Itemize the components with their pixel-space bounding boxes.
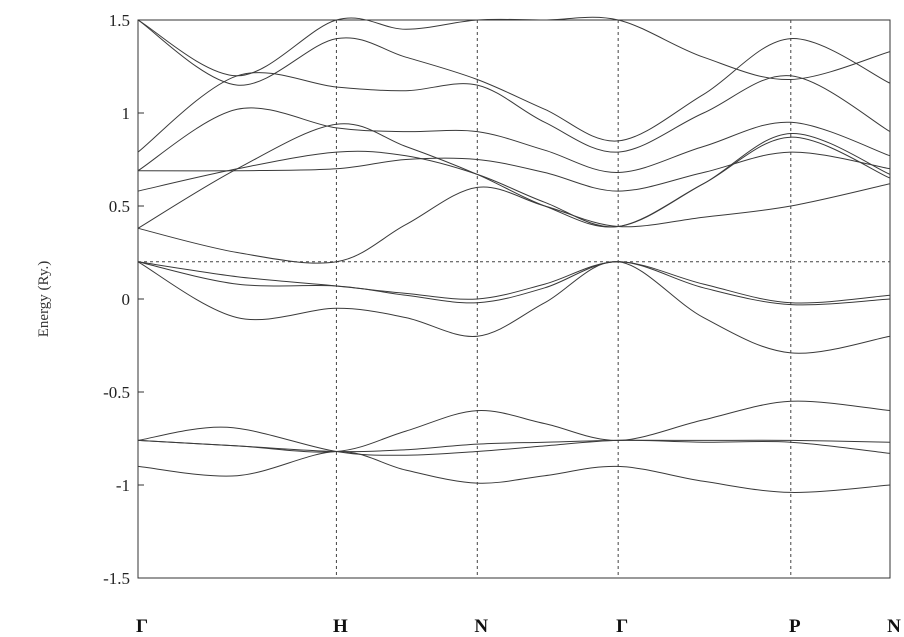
k-point-label: H bbox=[333, 616, 348, 637]
y-tick-label: 0.5 bbox=[109, 197, 130, 216]
band-line-9 bbox=[137, 123, 891, 229]
band-line-4 bbox=[137, 400, 891, 453]
band-line-13 bbox=[137, 72, 891, 153]
band-line-7 bbox=[137, 261, 891, 304]
y-tick-label: -1.5 bbox=[103, 569, 130, 588]
band-line-3 bbox=[137, 426, 891, 456]
y-tick-label: -0.5 bbox=[103, 383, 130, 402]
y-axis-ticks: 1.5 1 0.5 0 -0.5 -1 -1.5 bbox=[103, 11, 144, 588]
high-symmetry-lines bbox=[335, 20, 792, 578]
band-line-15 bbox=[137, 16, 891, 81]
band-line-12 bbox=[137, 107, 891, 174]
band-line-8 bbox=[137, 183, 891, 264]
band-line-5 bbox=[137, 261, 891, 354]
band-line-14 bbox=[137, 19, 891, 142]
band-line-10 bbox=[137, 132, 891, 228]
y-tick-label: -1 bbox=[116, 476, 130, 495]
y-axis-label: Energy (Ry.) bbox=[36, 261, 52, 337]
k-point-label: Γ bbox=[136, 616, 148, 637]
band-lines bbox=[137, 16, 891, 493]
band-line-2 bbox=[137, 439, 891, 453]
band-line-11 bbox=[137, 151, 891, 192]
k-point-label: P bbox=[789, 616, 801, 637]
band-line-1 bbox=[137, 450, 891, 493]
y-tick-label: 1.5 bbox=[109, 11, 130, 30]
k-point-label: Γ bbox=[616, 616, 628, 637]
y-tick-label: 0 bbox=[122, 290, 131, 309]
k-point-label: N bbox=[887, 616, 901, 637]
band-line-6 bbox=[137, 261, 891, 306]
k-point-label: N bbox=[474, 616, 488, 637]
y-tick-label: 1 bbox=[122, 104, 131, 123]
